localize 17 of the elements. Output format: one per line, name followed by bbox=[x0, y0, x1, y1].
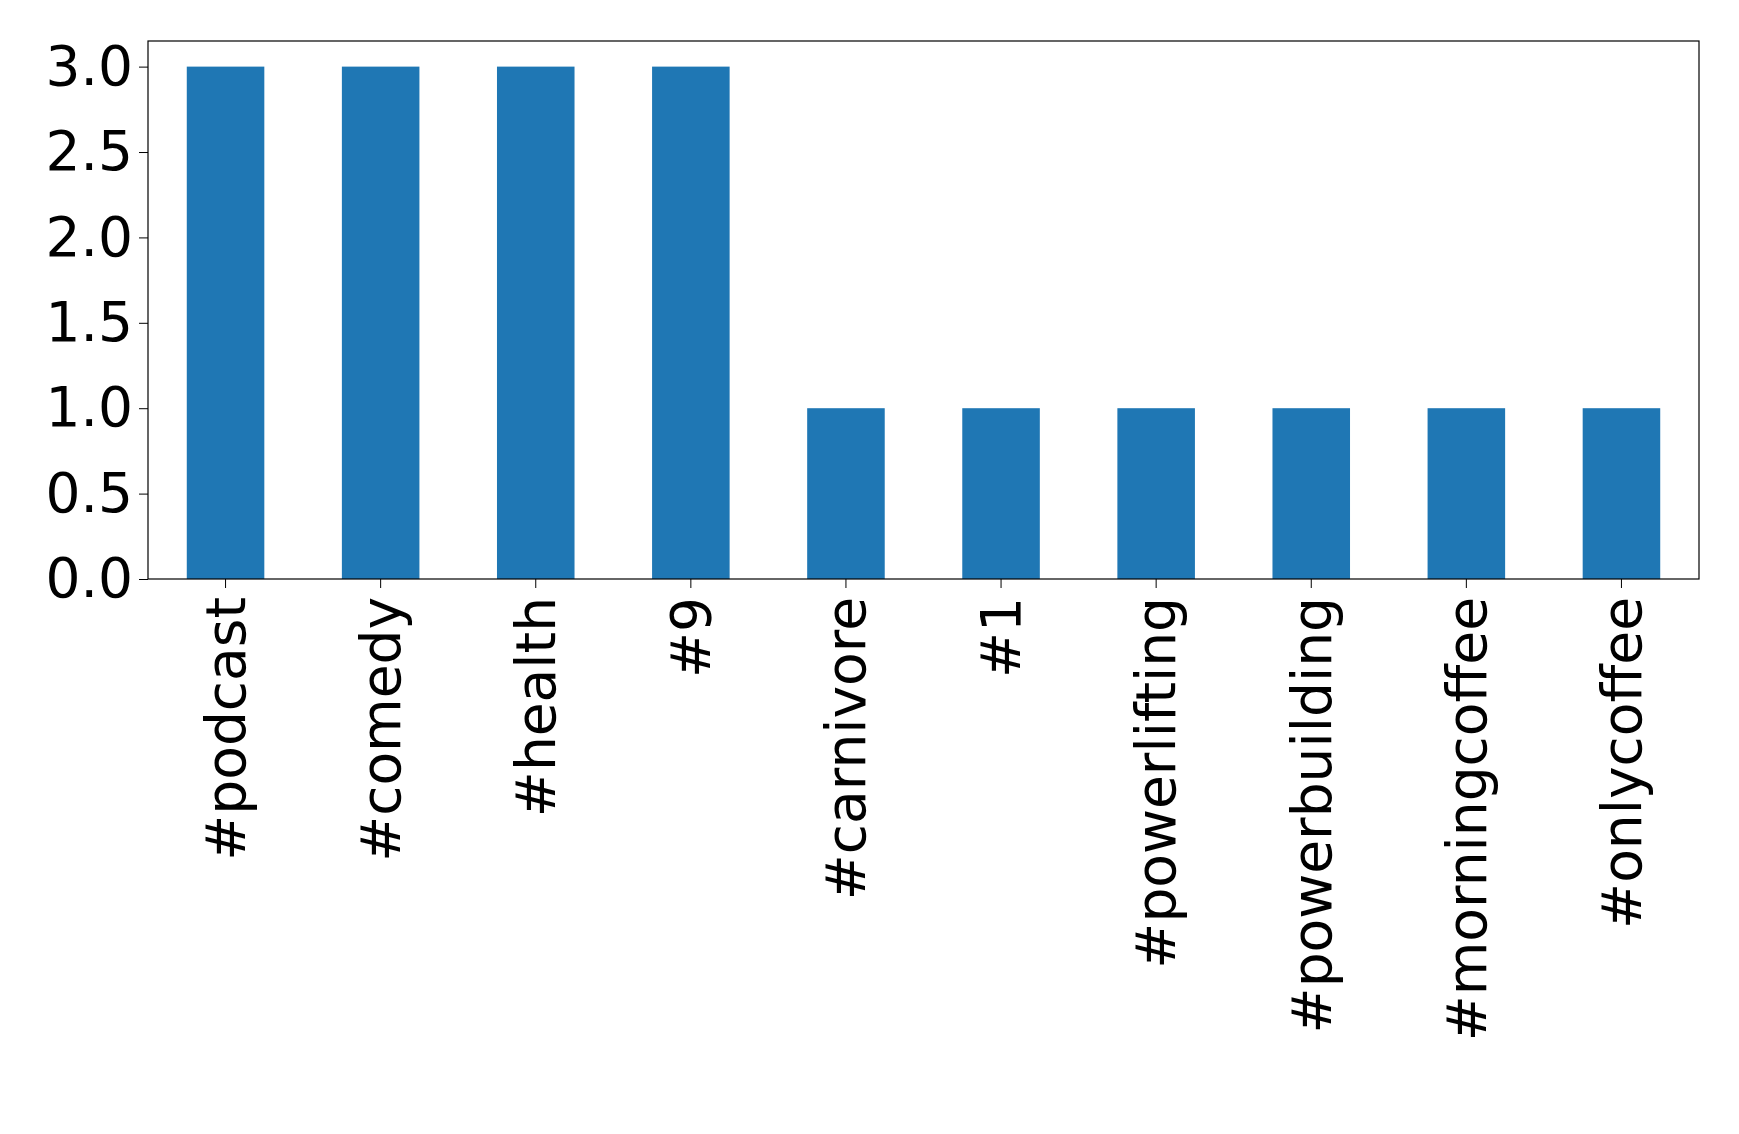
y-tick-label: 2.0 bbox=[45, 204, 133, 269]
x-tick-label: #powerlifting bbox=[1124, 597, 1189, 969]
y-tick-label: 1.0 bbox=[45, 375, 133, 440]
y-tick-label: 1.5 bbox=[45, 289, 133, 354]
x-tick-label: #podcast bbox=[193, 597, 258, 861]
x-tick-label: #9 bbox=[659, 597, 724, 679]
x-tick-label: #carnivore bbox=[814, 597, 879, 901]
y-tick-label: 0.0 bbox=[45, 546, 133, 611]
y-tick-label: 2.5 bbox=[45, 119, 133, 184]
x-tick-label: #comedy bbox=[348, 597, 413, 862]
x-tick-label: #onlycoffee bbox=[1589, 597, 1654, 929]
x-tick-label: #1 bbox=[969, 597, 1034, 679]
x-tick-label: #health bbox=[504, 597, 568, 818]
y-tick-label: 3.0 bbox=[45, 33, 133, 98]
x-tick-label: #morningcoffee bbox=[1434, 597, 1499, 1042]
y-tick-label: 0.5 bbox=[45, 460, 133, 525]
x-tick-label: #powerbuilding bbox=[1279, 597, 1344, 1034]
